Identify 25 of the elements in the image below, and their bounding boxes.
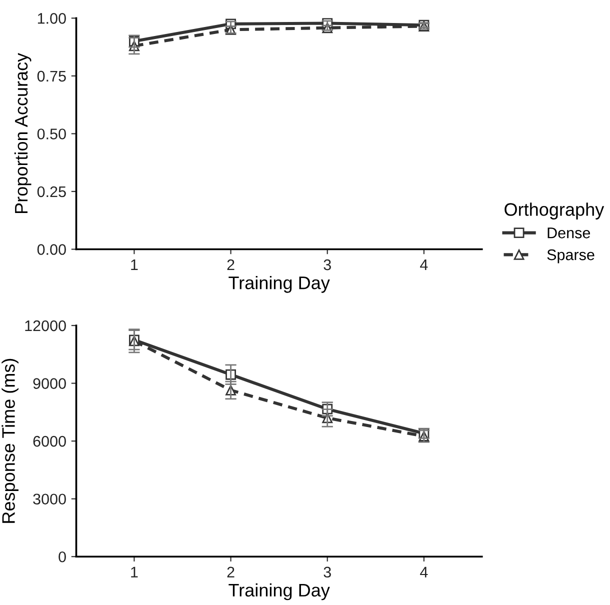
x-tick-label: 2 <box>227 566 234 578</box>
y-tick-label: 0.50 <box>37 128 66 140</box>
y-tick-label: 0.75 <box>37 70 66 82</box>
y-tick-label: 0.25 <box>37 186 66 198</box>
y-axis-title: Response Time (ms) <box>2 358 18 523</box>
x-tick-label: 1 <box>131 566 138 578</box>
x-tick-label: 2 <box>227 259 234 270</box>
x-axis-title: Training Day <box>228 583 330 600</box>
y-tick-label: 12000 <box>25 320 66 332</box>
y-tick-label: 0.00 <box>37 244 66 255</box>
y-tick-label: 9000 <box>33 378 66 389</box>
y-tick-label: 6000 <box>33 436 66 447</box>
x-tick-label: 4 <box>420 566 428 578</box>
y-axis-title: Proportion Accuracy <box>14 52 32 213</box>
legend-label: Dense <box>548 228 590 238</box>
y-tick-label: 1.00 <box>38 13 66 24</box>
legend-label: Sparse <box>547 249 594 264</box>
x-tick-label: 1 <box>131 260 138 270</box>
y-tick-label: 3000 <box>33 494 66 505</box>
x-tick-label: 3 <box>324 259 331 270</box>
x-tick-label: 4 <box>420 260 428 270</box>
x-tick-label: 3 <box>324 566 331 578</box>
x-axis-title: Training Day <box>228 276 330 293</box>
legend-title: Orthography <box>504 202 604 220</box>
y-tick-label: 0 <box>58 551 66 562</box>
